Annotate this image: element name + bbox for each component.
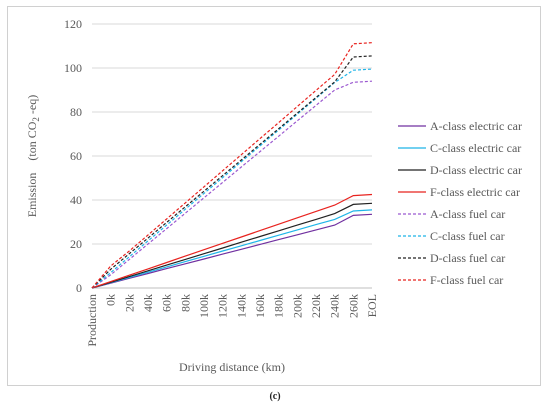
legend-label: D-class fuel car	[430, 251, 505, 265]
legend-label: C-class fuel car	[430, 229, 505, 243]
y-tick-label: 60	[70, 149, 82, 163]
x-tick-label: 140k	[234, 294, 248, 318]
x-tick-label: 40k	[141, 294, 155, 312]
series-line	[91, 202, 373, 289]
legend-label: F-class electric car	[430, 185, 520, 199]
series-line	[91, 193, 373, 289]
x-tick-label: 120k	[216, 294, 230, 318]
series-line	[91, 55, 373, 289]
y-tick-label: 120	[64, 17, 82, 31]
x-tick-label: 220k	[309, 294, 323, 318]
y-tick-label: 100	[64, 61, 82, 75]
series-line	[91, 42, 373, 289]
x-tick-label: 100k	[197, 294, 211, 318]
x-tick-label: 0k	[104, 294, 118, 306]
x-tick-label: 180k	[272, 294, 286, 318]
legend-label: C-class electric car	[430, 141, 521, 155]
chart-frame	[7, 6, 541, 386]
x-tick-label: 20k	[122, 294, 136, 312]
legend-label: A-class electric car	[430, 119, 522, 133]
legend-label: F-class fuel car	[430, 273, 503, 287]
x-tick-label: Production	[85, 294, 99, 347]
series-line	[91, 209, 373, 289]
legend-label: A-class fuel car	[430, 207, 505, 221]
x-tick-label: 80k	[178, 294, 192, 312]
x-tick-label: 160k	[253, 294, 267, 318]
y-tick-label: 20	[70, 237, 82, 251]
x-tick-label: EOL	[365, 294, 379, 317]
x-tick-label: 240k	[328, 294, 342, 318]
figure-caption: (c)	[269, 391, 281, 402]
legend-label: D-class electric car	[430, 163, 522, 177]
y-tick-label: 80	[70, 105, 82, 119]
series-line	[91, 68, 373, 289]
x-tick-label: 260k	[346, 294, 360, 318]
x-tick-label: 200k	[290, 294, 304, 318]
series-line	[91, 80, 373, 289]
series-line	[91, 213, 373, 289]
x-tick-label: 60k	[160, 294, 174, 312]
x-axis-label: Driving distance (km)	[179, 360, 285, 374]
y-tick-label: 0	[76, 281, 82, 295]
y-axis-label: Emission (ton CO2 -eq)	[25, 95, 41, 218]
y-tick-label: 40	[70, 193, 82, 207]
